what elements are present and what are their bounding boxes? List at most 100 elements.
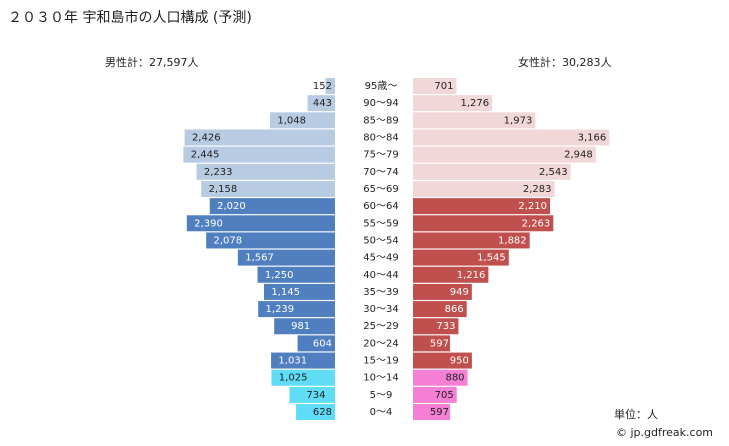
age-label: 90～94 <box>363 98 398 109</box>
male-bar <box>271 369 335 386</box>
unit-label: 単位：人 <box>614 407 658 421</box>
female-bar <box>413 78 457 94</box>
male-value-label: 1,031 <box>278 356 307 367</box>
age-label: 0～4 <box>370 407 393 418</box>
male-bar <box>209 198 335 215</box>
age-label: 5～9 <box>370 390 393 401</box>
male-value-label: 1,145 <box>271 287 300 298</box>
female-bar <box>413 318 459 335</box>
male-value-label: 2,020 <box>217 201 246 212</box>
male-bar <box>325 78 335 94</box>
male-bar <box>297 335 335 352</box>
male-value-label: 1,567 <box>245 253 274 264</box>
male-bar <box>289 386 335 403</box>
male-bar <box>196 163 335 180</box>
age-label: 80～84 <box>363 132 398 143</box>
male-value-label: 604 <box>313 338 332 349</box>
male-bar <box>237 249 335 266</box>
male-value-label: 1,048 <box>277 115 306 126</box>
age-label: 50～54 <box>363 235 398 246</box>
male-value-label: 628 <box>313 407 332 418</box>
female-value-label: 1,882 <box>498 235 527 246</box>
female-value-label: 866 <box>445 304 464 315</box>
male-bar <box>274 318 335 335</box>
male-bar <box>264 283 335 300</box>
female-value-label: 950 <box>450 356 469 367</box>
male-value-label: 2,445 <box>191 150 220 161</box>
female-bar <box>413 352 472 369</box>
female-bar <box>413 232 530 249</box>
age-label: 45～49 <box>363 253 398 264</box>
age-label: 20～24 <box>363 338 398 349</box>
male-value-label: 2,158 <box>209 184 238 195</box>
female-bar <box>413 215 554 232</box>
female-bar <box>413 335 451 352</box>
female-bar <box>413 386 457 403</box>
age-label: 40～44 <box>363 270 398 281</box>
male-bar <box>270 112 335 129</box>
age-label: 85～89 <box>363 115 398 126</box>
female-value-label: 880 <box>445 373 464 384</box>
male-value-label: 2,426 <box>192 132 221 143</box>
male-value-label: 981 <box>291 321 310 332</box>
male-value-label: 1,250 <box>265 270 294 281</box>
female-bar <box>413 95 493 112</box>
female-bar <box>413 249 509 266</box>
chart-title: ２０３０年 宇和島市の人口構成 (予測) <box>8 9 252 26</box>
age-label: 95歳～ <box>365 80 398 92</box>
age-label: 70～74 <box>363 167 398 178</box>
female-value-label: 1,545 <box>477 253 506 264</box>
female-value-label: 705 <box>435 390 454 401</box>
female-bar <box>413 198 551 215</box>
male-value-label: 1,025 <box>279 373 308 384</box>
female-value-label: 1,276 <box>460 98 489 109</box>
male-bar <box>257 266 335 283</box>
male-value-label: 443 <box>313 98 332 109</box>
male-value-label: 734 <box>306 390 325 401</box>
female-bar <box>413 146 596 163</box>
male-value-label: 2,233 <box>204 167 233 178</box>
male-bar <box>186 215 335 232</box>
female-value-label: 1,216 <box>457 270 486 281</box>
male-bar <box>296 404 335 421</box>
female-bar <box>413 266 489 283</box>
age-label: 55～59 <box>363 218 398 229</box>
female-bar <box>413 283 472 300</box>
female-bar <box>413 369 468 386</box>
male-bar <box>271 352 335 369</box>
female-value-label: 597 <box>430 407 449 418</box>
credit: © jp.gdfreak.com <box>616 426 713 439</box>
female-bar <box>413 112 536 129</box>
female-bar <box>413 301 467 318</box>
male-value-label: 152 <box>313 81 332 92</box>
age-label: 25～29 <box>363 321 398 332</box>
female-bar <box>413 129 610 146</box>
male-bar <box>258 301 335 318</box>
male-total: 男性計：27,597人 <box>105 55 199 69</box>
age-label: 60～64 <box>363 201 398 212</box>
male-value-label: 2,390 <box>194 218 223 229</box>
female-value-label: 3,166 <box>578 132 607 143</box>
female-value-label: 2,283 <box>523 184 552 195</box>
female-bar <box>413 180 555 197</box>
female-value-label: 1,973 <box>504 115 533 126</box>
male-value-label: 1,239 <box>266 304 295 315</box>
female-value-label: 2,263 <box>522 218 551 229</box>
female-value-label: 597 <box>430 338 449 349</box>
female-value-label: 2,948 <box>564 150 593 161</box>
female-value-label: 2,210 <box>518 201 547 212</box>
male-bar <box>206 232 335 249</box>
female-value-label: 949 <box>450 287 469 298</box>
female-bar <box>413 163 571 180</box>
female-value-label: 701 <box>434 81 453 92</box>
female-value-label: 2,543 <box>539 167 568 178</box>
age-label: 15～19 <box>363 356 398 367</box>
age-label: 65～69 <box>363 184 398 195</box>
female-value-label: 733 <box>436 321 455 332</box>
age-label: 10～14 <box>363 373 398 384</box>
male-bar <box>307 95 335 112</box>
age-label: 30～34 <box>363 304 398 315</box>
age-label: 75～79 <box>363 150 398 161</box>
male-value-label: 2,078 <box>214 235 243 246</box>
